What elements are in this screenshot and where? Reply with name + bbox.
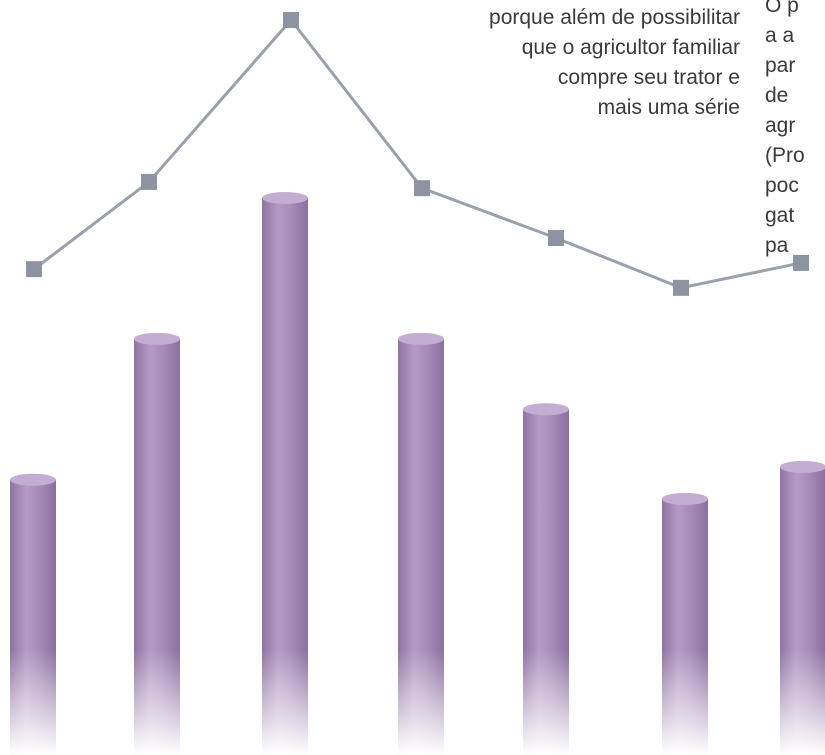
bar-cap bbox=[780, 460, 825, 473]
paragraph-right-line: poc bbox=[765, 174, 799, 197]
paragraph-left-line: que o agricultor familiar bbox=[521, 36, 740, 59]
bar-cap bbox=[262, 192, 308, 204]
bar-cap bbox=[134, 332, 180, 345]
line-marker bbox=[793, 254, 809, 271]
paragraph-right-line: de bbox=[765, 84, 789, 107]
line-marker bbox=[414, 180, 430, 197]
paragraph-left-line: porque além de possibilitar bbox=[489, 6, 740, 29]
paragraph-right-line: O p bbox=[765, 0, 799, 17]
paragraph-right-line: par bbox=[765, 54, 796, 77]
paragraph-right-line: agr bbox=[765, 114, 796, 137]
line-marker bbox=[283, 12, 299, 28]
line-marker bbox=[548, 230, 564, 247]
paragraph-left: porque além de possibilitar que o agricu… bbox=[380, 3, 740, 123]
bar-cap bbox=[662, 492, 708, 505]
paragraph-right-line: (Pro bbox=[765, 144, 805, 167]
paragraph-right-line: pa bbox=[765, 234, 789, 257]
paragraph-right-line: gat bbox=[765, 204, 795, 227]
bottom-fade bbox=[0, 520, 825, 755]
bar-cap bbox=[398, 332, 444, 345]
paragraph-left-line: compre seu trator e bbox=[557, 66, 740, 89]
line-series bbox=[26, 12, 809, 296]
paragraph-right-cropped: O p a a par de agr (Pro poc gat pa bbox=[765, 0, 805, 261]
bar-cap bbox=[523, 403, 569, 416]
bar-cap bbox=[10, 473, 56, 486]
paragraph-right-line: a a bbox=[765, 24, 795, 47]
line-marker bbox=[141, 173, 157, 190]
line-marker bbox=[26, 261, 42, 278]
paragraph-left-line: mais uma série bbox=[597, 96, 740, 119]
line-marker bbox=[673, 279, 689, 296]
